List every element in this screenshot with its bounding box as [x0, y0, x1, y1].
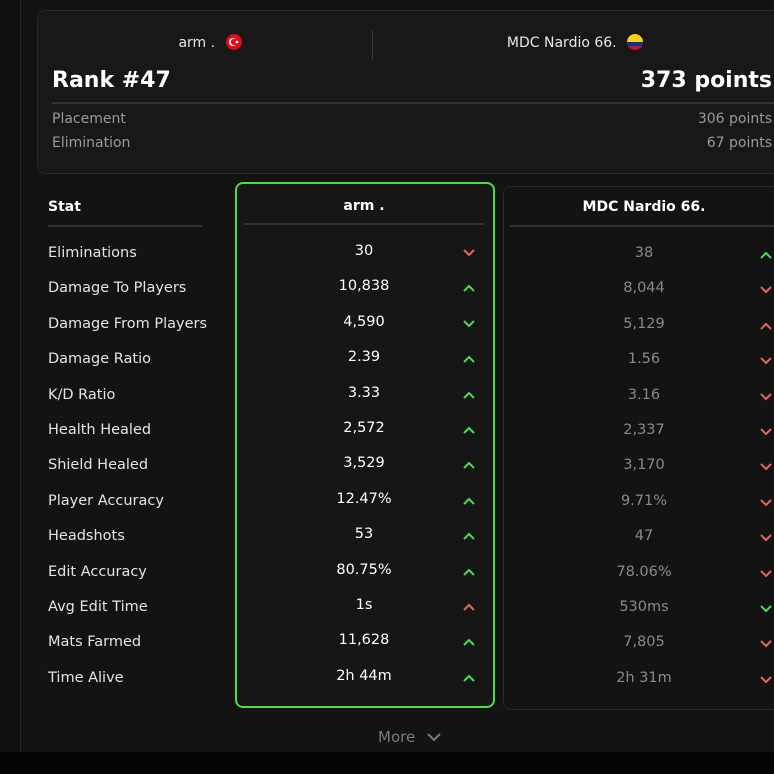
- stat-value: 2h 44m: [336, 667, 392, 684]
- stat-header: Stat: [48, 199, 81, 215]
- trend-arrow: [463, 284, 475, 293]
- breakdown-label: Elimination: [52, 135, 131, 151]
- trend-arrow: [760, 463, 772, 471]
- stat-value: 1.56: [627, 351, 661, 368]
- trend-arrow: [463, 568, 475, 576]
- trend-arrow: [463, 249, 475, 257]
- trend-arrow: [463, 603, 475, 611]
- stat-label: Headshots: [48, 528, 125, 545]
- stat-value: 4,590: [343, 313, 385, 330]
- trend-arrow: [463, 320, 475, 328]
- column-header: MDC Nardio 66.: [582, 199, 706, 215]
- stat-label: Health Healed: [48, 422, 152, 438]
- trend-arrow: [463, 674, 475, 682]
- summary-card: [37, 10, 774, 174]
- trend-arrow: [760, 392, 772, 401]
- stat-label: Shield Healed: [48, 457, 149, 474]
- player-name-text: arm .: [178, 35, 216, 51]
- breakdown-value: 306 points: [697, 111, 772, 127]
- stat-value: 9.71%: [620, 492, 668, 509]
- trend-arrow: [760, 428, 772, 436]
- trend-arrow: [463, 391, 475, 399]
- breakdown-label: Placement: [52, 111, 126, 127]
- stat-value: 3,170: [623, 457, 665, 474]
- stat-label: K/D Ratio: [48, 386, 116, 403]
- stat-value: 78.06%: [616, 563, 672, 580]
- flag: [627, 34, 644, 50]
- trend-arrow: [760, 640, 772, 648]
- more-button[interactable]: More: [378, 728, 442, 746]
- bottom-bar: [0, 752, 774, 774]
- points: 373 points: [640, 68, 772, 93]
- trend-arrow: [760, 357, 772, 365]
- stat-label: Avg Edit Time: [48, 599, 148, 615]
- stat-value: 12.47%: [336, 490, 392, 507]
- more-text: More: [378, 728, 416, 746]
- trend-arrow: [760, 499, 772, 507]
- stat-label: Damage From Players: [48, 315, 208, 332]
- chevron: [427, 733, 441, 742]
- trend-arrow: [463, 426, 475, 434]
- trend-arrow: [463, 355, 475, 363]
- stat-value: 10,838: [338, 278, 390, 295]
- rank: Rank #47: [52, 68, 171, 93]
- stat-label: Time Alive: [48, 669, 124, 686]
- stat-label: Damage Ratio: [48, 351, 152, 368]
- stat-value: 11,628: [338, 632, 390, 649]
- stat-value: 5,129: [623, 315, 665, 332]
- stat-value: 2,572: [343, 420, 385, 436]
- stat-value: 2,337: [623, 422, 665, 438]
- stat-value: 530ms: [619, 599, 669, 615]
- trend-arrow: [760, 251, 772, 259]
- trend-arrow: [760, 534, 772, 542]
- trend-arrow: [760, 286, 772, 294]
- trend-arrow: [463, 532, 475, 540]
- stat-label: Player Accuracy: [48, 492, 164, 509]
- stat-label: Eliminations: [48, 245, 137, 261]
- trend-arrow: [463, 497, 475, 505]
- stat-value: 1s: [355, 597, 373, 613]
- stat-label: Mats Farmed: [48, 634, 142, 651]
- trend-arrow: [760, 322, 772, 330]
- stat-label: Edit Accuracy: [48, 563, 147, 580]
- trend-arrow: [760, 676, 772, 684]
- trend-arrow: [463, 638, 475, 647]
- flag: [225, 34, 242, 50]
- stat-value: 2h 31m: [616, 669, 672, 686]
- opponent-column-card: [503, 186, 774, 710]
- trend-arrow: [760, 605, 772, 613]
- stat-value: 30: [354, 243, 374, 259]
- column-header: arm .: [343, 198, 385, 214]
- stat-value: 7,805: [623, 634, 665, 651]
- side-edge: [0, 0, 21, 752]
- stat-label: Damage To Players: [48, 280, 187, 297]
- stat-value: 8,044: [623, 280, 665, 297]
- separator: [52, 102, 774, 104]
- separator: [48, 225, 202, 227]
- divider: [372, 30, 373, 60]
- trend-arrow: [463, 461, 475, 470]
- stat-value: 3,529: [343, 455, 385, 472]
- player-column-card: [235, 182, 495, 708]
- stat-value: 2.39: [347, 349, 381, 366]
- player-name-text: MDC Nardio 66.: [506, 35, 617, 51]
- stat-value: 38: [634, 245, 654, 261]
- separator: [244, 223, 484, 225]
- player-name: arm .: [120, 34, 300, 51]
- player-name: MDC Nardio 66.: [480, 34, 670, 51]
- trend-arrow: [760, 569, 772, 578]
- stat-value: 3.16: [627, 386, 661, 403]
- separator: [510, 225, 774, 227]
- breakdown-value: 67 points: [706, 135, 772, 151]
- stat-value: 47: [634, 528, 654, 545]
- stat-value: 3.33: [347, 384, 381, 401]
- stat-value: 80.75%: [336, 561, 392, 578]
- stat-value: 53: [354, 526, 374, 543]
